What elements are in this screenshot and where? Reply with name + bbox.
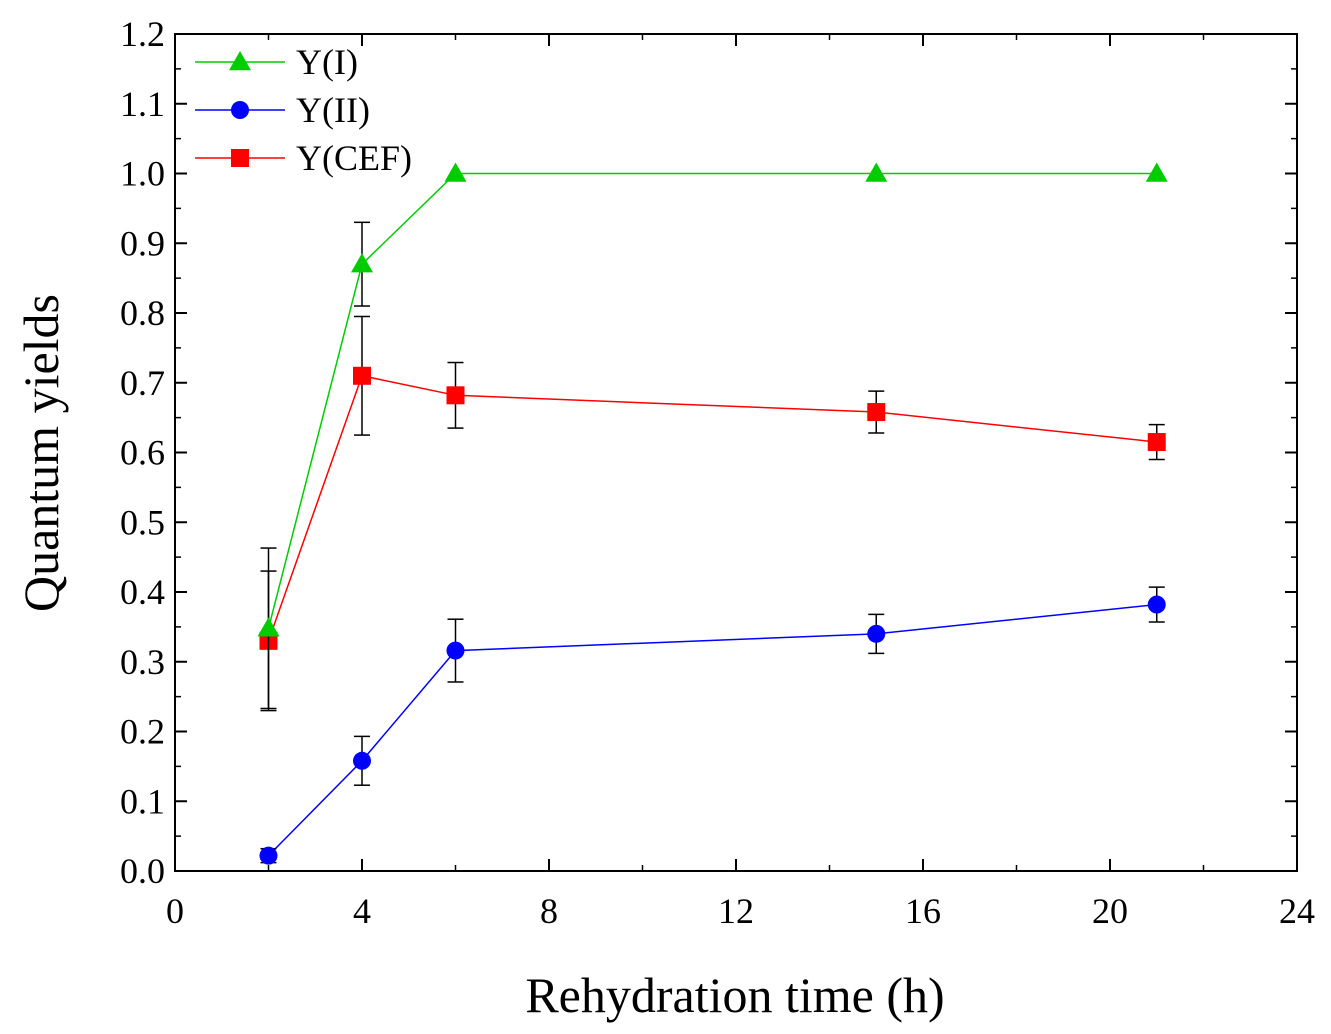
data-point-ycef bbox=[867, 403, 886, 422]
data-point-yi bbox=[1145, 162, 1168, 182]
y-tick-label: 0.3 bbox=[120, 642, 165, 682]
series-yi bbox=[257, 162, 1168, 710]
data-point-ycef bbox=[1147, 433, 1166, 452]
data-point-yii bbox=[259, 846, 278, 865]
x-tick-label: 20 bbox=[1092, 891, 1128, 931]
x-tick-label: 0 bbox=[166, 891, 184, 931]
legend-marker bbox=[231, 149, 249, 167]
y-tick-label: 0.7 bbox=[120, 363, 165, 403]
series-ycef bbox=[259, 315, 1166, 712]
series-layer bbox=[257, 162, 1168, 865]
data-point-yi bbox=[865, 162, 888, 182]
y-tick-label: 0.0 bbox=[120, 851, 165, 891]
series-line-yi bbox=[267, 172, 1157, 629]
legend-item-ycef: Y(CEF) bbox=[195, 138, 412, 178]
data-point-ycef bbox=[353, 366, 371, 385]
x-axis-title: Rehydration time (h) bbox=[525, 967, 944, 1023]
y-tick-label: 0.9 bbox=[120, 223, 165, 263]
legend-marker bbox=[229, 51, 251, 71]
x-tick-label: 16 bbox=[905, 891, 941, 931]
legend-item-yi: Y(I) bbox=[195, 42, 358, 82]
data-point-yii bbox=[867, 624, 886, 643]
data-point-yi bbox=[351, 253, 373, 273]
series-line-ycef bbox=[267, 374, 1157, 642]
legend: Y(I) Y(II) Y(CEF) bbox=[195, 42, 412, 178]
x-tick-label: 24 bbox=[1279, 891, 1315, 931]
y-tick-label: 1.0 bbox=[120, 154, 165, 194]
legend-marker bbox=[231, 101, 249, 119]
y-tick-label: 0.2 bbox=[120, 712, 165, 752]
x-tick-label: 12 bbox=[718, 891, 754, 931]
legend-item-yii: Y(II) bbox=[195, 90, 370, 130]
data-point-yi bbox=[257, 617, 280, 637]
x-tick-label: 4 bbox=[353, 891, 371, 931]
data-point-yi bbox=[444, 162, 467, 182]
y-tick-label: 0.6 bbox=[120, 433, 165, 473]
y-axis-title: Quantum yields bbox=[13, 294, 69, 612]
legend-label: Y(CEF) bbox=[296, 138, 412, 178]
series-line-yii bbox=[267, 603, 1157, 857]
data-point-yii bbox=[446, 641, 465, 660]
y-tick-label: 0.5 bbox=[120, 502, 165, 542]
y-tick-label: 0.4 bbox=[120, 572, 165, 612]
axis-ticks: 0.0 0.1 0.2 0.3 0.4 0.5 0.6 0.7 0.8 0.9 1.0 1.1 1.2 0… bbox=[120, 14, 1315, 931]
y-tick-label: 1.1 bbox=[120, 84, 165, 124]
legend-label: Y(II) bbox=[296, 90, 370, 130]
data-point-yii bbox=[1147, 595, 1166, 614]
y-tick-label: 0.8 bbox=[120, 293, 165, 333]
x-tick-label: 8 bbox=[540, 891, 558, 931]
y-tick-label: 1.2 bbox=[120, 14, 165, 54]
data-point-yii bbox=[353, 751, 371, 770]
legend-label: Y(I) bbox=[296, 42, 358, 82]
y-tick-label: 0.1 bbox=[120, 781, 165, 821]
data-point-ycef bbox=[446, 386, 465, 405]
series-yii bbox=[259, 586, 1166, 865]
